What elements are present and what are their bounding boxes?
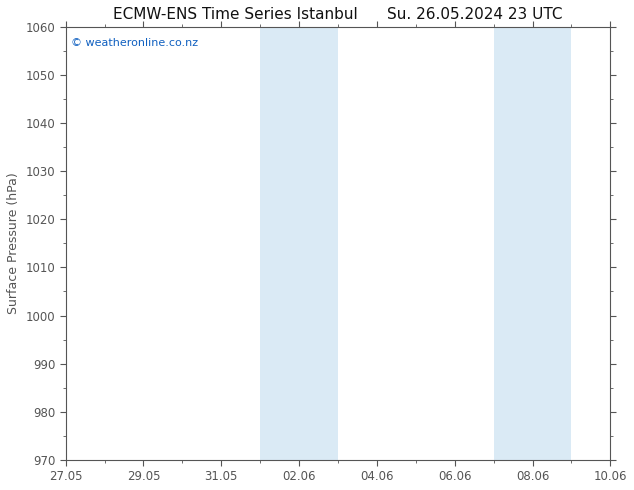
Bar [260, 27, 338, 460]
Title: ECMW-ENS Time Series Istanbul      Su. 26.05.2024 23 UTC: ECMW-ENS Time Series Istanbul Su. 26.05.… [113, 7, 563, 22]
Text: © weatheronline.co.nz: © weatheronline.co.nz [71, 38, 198, 48]
Bar [494, 27, 571, 460]
Y-axis label: Surface Pressure (hPa): Surface Pressure (hPa) [7, 172, 20, 314]
